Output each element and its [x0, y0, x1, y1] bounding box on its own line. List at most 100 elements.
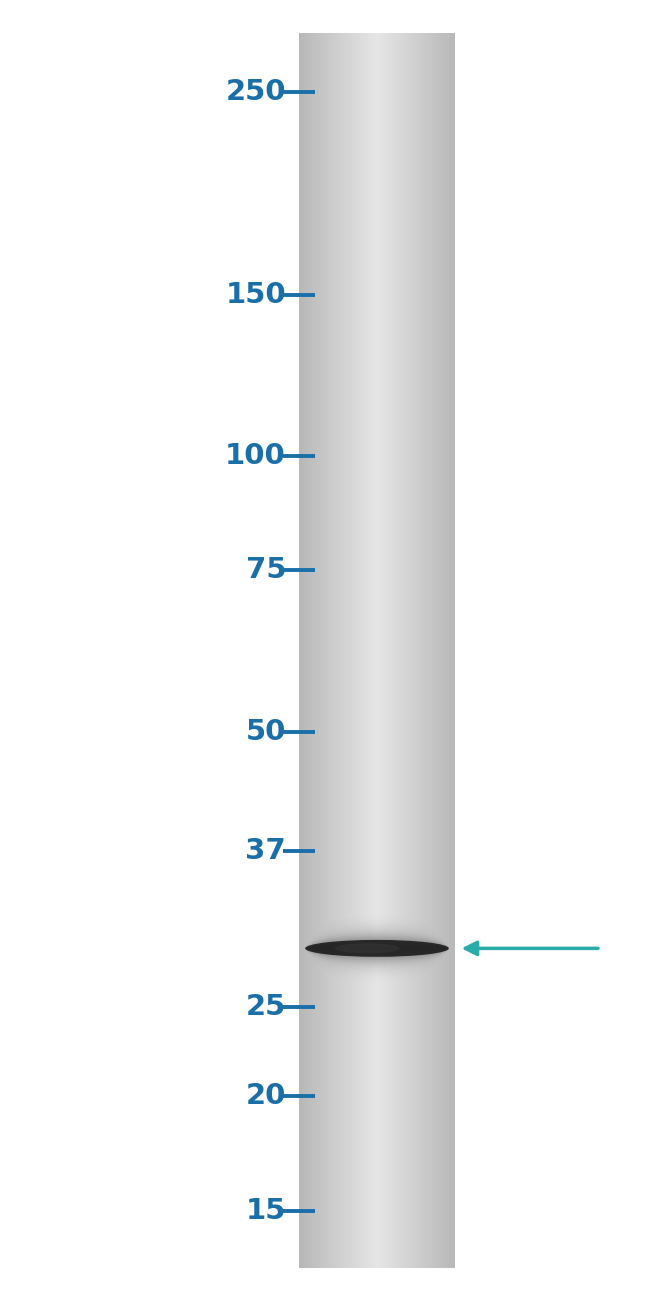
Ellipse shape — [306, 939, 448, 958]
Bar — [299, 181, 455, 187]
Bar — [299, 1150, 455, 1157]
Bar — [299, 656, 455, 663]
Bar — [299, 693, 455, 699]
Bar — [299, 1261, 455, 1268]
Ellipse shape — [309, 923, 445, 974]
Bar — [299, 1162, 455, 1169]
Text: 25: 25 — [246, 993, 286, 1022]
Bar — [299, 1052, 455, 1058]
Bar — [299, 1101, 455, 1108]
Bar — [299, 156, 455, 162]
Bar — [299, 755, 455, 760]
Ellipse shape — [306, 946, 448, 950]
Bar — [299, 569, 455, 576]
Bar — [299, 1138, 455, 1144]
Bar — [299, 588, 455, 594]
Ellipse shape — [312, 935, 442, 963]
Bar — [299, 989, 455, 996]
Bar — [299, 495, 455, 502]
Bar — [299, 538, 455, 545]
Bar — [299, 1187, 455, 1193]
Bar — [299, 625, 455, 632]
Bar — [299, 675, 455, 681]
Bar — [299, 372, 455, 378]
Bar — [299, 996, 455, 1002]
Bar — [299, 731, 455, 736]
Bar — [299, 712, 455, 718]
Bar — [299, 792, 455, 798]
Bar — [299, 75, 455, 82]
Bar — [299, 526, 455, 533]
Bar — [299, 699, 455, 706]
Bar — [299, 736, 455, 742]
Bar — [299, 854, 455, 861]
Text: 250: 250 — [226, 78, 286, 105]
Bar — [299, 329, 455, 335]
Bar — [299, 983, 455, 989]
Bar — [299, 1175, 455, 1180]
Bar — [299, 367, 455, 372]
Ellipse shape — [315, 942, 439, 954]
Bar — [299, 866, 455, 872]
Bar — [299, 150, 455, 156]
Ellipse shape — [306, 935, 448, 962]
Bar — [299, 903, 455, 910]
Bar — [299, 959, 455, 965]
Bar — [299, 533, 455, 538]
Bar — [299, 558, 455, 564]
Bar — [299, 224, 455, 230]
Text: 37: 37 — [245, 837, 286, 866]
Bar — [299, 390, 455, 396]
Ellipse shape — [313, 937, 441, 959]
Bar — [299, 551, 455, 558]
Bar — [299, 1126, 455, 1131]
Ellipse shape — [309, 927, 445, 970]
Bar — [299, 230, 455, 237]
Bar — [299, 192, 455, 199]
Bar — [299, 663, 455, 668]
Bar — [299, 39, 455, 44]
Bar — [299, 1180, 455, 1187]
Text: 150: 150 — [226, 281, 286, 308]
Bar — [299, 1249, 455, 1256]
Bar — [299, 1230, 455, 1236]
Bar — [299, 1095, 455, 1101]
Bar — [299, 978, 455, 983]
Bar — [299, 650, 455, 656]
Bar — [299, 434, 455, 439]
Bar — [299, 354, 455, 360]
Bar — [299, 212, 455, 217]
Bar — [299, 120, 455, 125]
Bar — [299, 237, 455, 242]
Bar — [299, 879, 455, 884]
Bar — [299, 638, 455, 644]
Bar — [299, 396, 455, 403]
Bar — [299, 385, 455, 390]
Bar — [299, 1002, 455, 1009]
Bar — [299, 1169, 455, 1175]
Bar — [299, 32, 455, 39]
Bar — [299, 113, 455, 120]
Bar — [299, 1020, 455, 1027]
Bar — [299, 187, 455, 192]
Bar — [299, 742, 455, 749]
Bar — [299, 928, 455, 933]
Bar — [299, 780, 455, 785]
Bar — [299, 64, 455, 69]
Bar — [299, 1193, 455, 1200]
Bar — [299, 261, 455, 268]
Text: 15: 15 — [246, 1196, 286, 1225]
Bar — [299, 1009, 455, 1014]
Bar — [299, 915, 455, 922]
Bar — [299, 459, 455, 465]
Bar — [299, 897, 455, 903]
Bar — [299, 1032, 455, 1039]
Bar — [299, 910, 455, 915]
Bar — [299, 953, 455, 959]
Bar — [299, 891, 455, 897]
Bar — [299, 607, 455, 614]
Bar — [299, 767, 455, 774]
Bar — [299, 428, 455, 434]
Bar — [299, 811, 455, 816]
Bar — [299, 298, 455, 304]
